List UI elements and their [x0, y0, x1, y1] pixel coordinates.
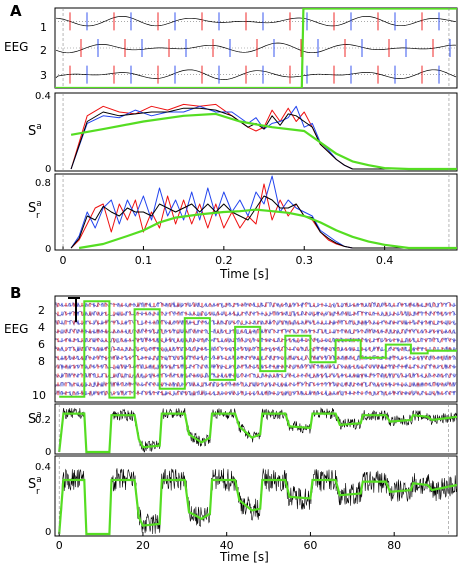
x-tick-label: 80	[387, 539, 401, 552]
panel-a-sra-series	[70, 175, 457, 250]
eeg-trace	[55, 336, 457, 344]
panel-a-letter: A	[10, 2, 22, 20]
panel-b-eeg-plot: EEG 2 4 6 8 10	[4, 295, 458, 403]
series-line-blue	[70, 175, 457, 249]
panel-b-sra-series	[58, 468, 457, 536]
panel-a-sa-plot: Sa 0.4 0	[28, 91, 458, 175]
panel-a-xlabel: Time [s]	[219, 267, 269, 281]
x-tick-label: 0	[60, 254, 67, 267]
x-tick-label: 0.2	[215, 254, 233, 267]
panel-a-sa-label: Sa	[28, 122, 42, 139]
eeg-trace	[55, 15, 457, 27]
panel-b-sra-ytick-top: 0.4	[35, 462, 51, 473]
panel-a-eeg-plot: EEG 1 2 3	[4, 7, 458, 89]
eeg-trace	[55, 371, 457, 380]
series-line-black	[70, 107, 457, 170]
eeg-trace	[55, 318, 457, 327]
x-tick-label: 60	[303, 539, 317, 552]
eeg-trace	[55, 327, 457, 335]
panel-b-eeg-label: EEG	[4, 322, 28, 336]
eeg-trace	[55, 363, 457, 371]
x-tick-label: 0.4	[376, 254, 394, 267]
eeg-trace	[55, 354, 457, 362]
panel-b-eeg-tick-4: 4	[38, 321, 45, 334]
panel-a-eeg-label: EEG	[4, 40, 28, 54]
eeg-trace	[55, 345, 457, 353]
panel-a-sra-frame	[54, 173, 458, 251]
x-tick-label: 20	[136, 539, 150, 552]
x-tick-label: 0.3	[295, 254, 313, 267]
panel-b-eeg-tick-6: 6	[38, 338, 45, 351]
panel-b-sa-frame	[54, 403, 458, 455]
panel-b-eeg-tick-8: 8	[38, 355, 45, 368]
panel-a-sra-ytick-top: 0.8	[35, 178, 51, 189]
eeg-trace	[55, 380, 457, 388]
panel-a-eeg-traces	[55, 8, 457, 88]
panel-b-sra-ytick-zero: 0	[45, 527, 51, 538]
series-line-black	[58, 468, 457, 535]
panel-b-sra-frame	[54, 455, 458, 537]
eeg-trace	[55, 389, 457, 397]
eeg-state-step	[59, 300, 457, 399]
eeg-state-step	[55, 8, 457, 88]
panel-a-sa-frame	[54, 92, 458, 172]
panel-b-eeg-traces	[55, 297, 457, 399]
panel-a-sra-ytick-zero: 0	[45, 244, 51, 255]
eeg-trace	[55, 301, 457, 309]
series-line-green	[70, 112, 457, 171]
panel-b-sra-label: Sa r	[28, 475, 42, 497]
panel-a-sa-series	[70, 103, 457, 171]
series-line-green	[58, 478, 457, 536]
series-line-green	[58, 412, 457, 454]
series-line-green	[78, 208, 457, 250]
panel-b-letter: B	[10, 284, 21, 302]
scale-bar	[68, 297, 80, 322]
panel-a-sa-ytick-zero: 0	[45, 164, 51, 175]
panel-b-sa-plot: Sa 0.2 0	[28, 403, 458, 458]
panel-b-sa-ytick-zero: 0	[45, 447, 51, 458]
panel-b-xlabel: Time [s]	[219, 550, 269, 564]
x-tick-label: 40	[220, 539, 234, 552]
x-tick-label: 0.1	[135, 254, 153, 267]
panel-a-eeg-tick-1: 1	[40, 21, 47, 34]
panel-b-sra-plot: Sa r 0.4 0	[28, 455, 458, 538]
panel-a-x-axis: 0 0.1 0.2 0.3 0.4	[60, 246, 394, 267]
panel-b-eeg-tick-2: 2	[38, 304, 45, 317]
series-line-red	[70, 183, 457, 249]
panel-a-sra-label: Sa r	[28, 199, 42, 221]
panel-b-sa-label: Sa	[28, 410, 42, 427]
panel-b-sa-ytick-top: 0.2	[35, 415, 51, 426]
eeg-trace	[55, 69, 457, 80]
panel-b-eeg-tick-10: 10	[32, 389, 46, 402]
eeg-trace	[55, 310, 457, 318]
panel-a-eeg-tick-2: 2	[40, 44, 47, 57]
panel-a-eeg-tick-3: 3	[40, 69, 47, 82]
panel-b-eeg-frame	[54, 295, 458, 403]
x-tick-label: 0	[56, 539, 63, 552]
panel-a-sra-plot: Sa r 0.8 0	[28, 173, 458, 255]
panel-a-sa-ytick-top: 0.4	[35, 91, 51, 102]
panel-b-sa-series	[58, 407, 457, 454]
series-line-blue	[70, 105, 457, 170]
series-line-red	[70, 103, 457, 170]
